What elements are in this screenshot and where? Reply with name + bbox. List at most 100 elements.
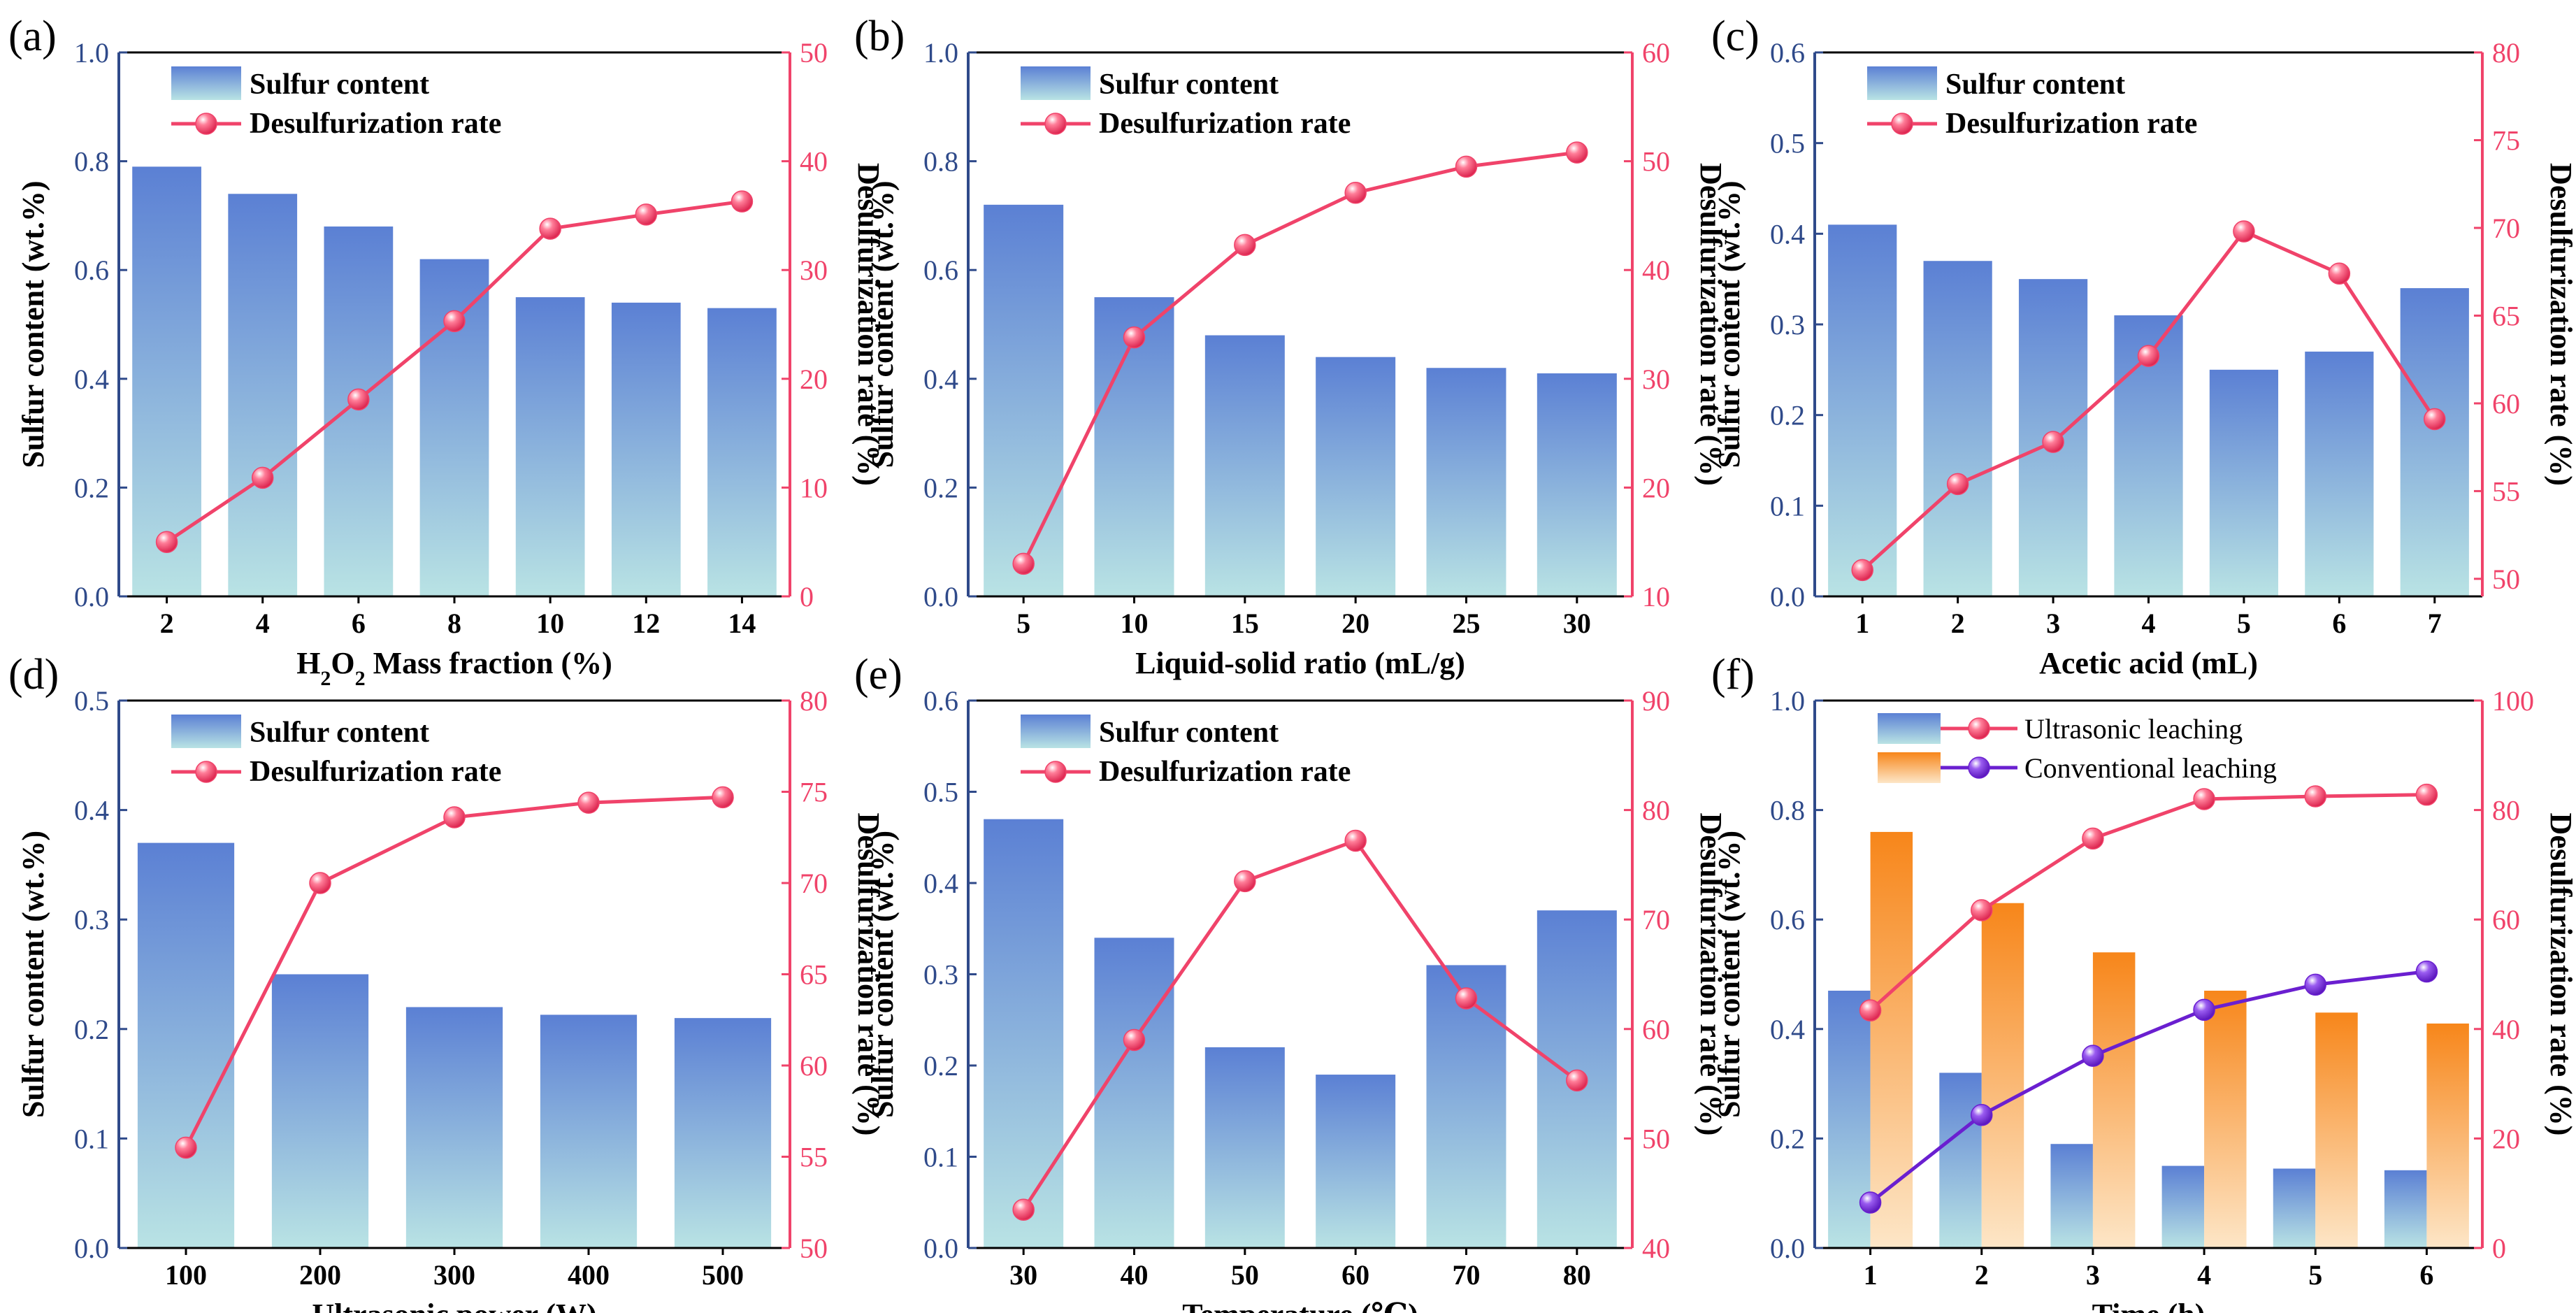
x-tick-label: 7 <box>2428 608 2442 639</box>
bar-sulfur-content <box>1537 373 1617 596</box>
right-tick-label: 60 <box>2492 388 2520 419</box>
marker-desulfurization-rate <box>2042 431 2064 453</box>
bar-sulfur-content <box>707 308 777 596</box>
right-axis-label: Desulfurization rate (%) <box>1694 163 1728 486</box>
bar-sulfur-content <box>324 226 394 597</box>
left-tick-label: 1.0 <box>1770 685 1805 717</box>
bar-sulfur-content <box>2305 351 2374 596</box>
right-tick-label: 60 <box>1642 1014 1670 1045</box>
legend-conventional-marker <box>1968 756 1990 779</box>
marker-desulfurization-rate <box>1123 326 1146 349</box>
marker-desulfurization-rate <box>2415 783 2438 806</box>
bar-conventional-leaching <box>2426 1023 2469 1248</box>
right-tick-label: 55 <box>2492 475 2520 507</box>
x-tick-label: 20 <box>1341 608 1369 639</box>
left-tick-label: 0.5 <box>74 685 109 717</box>
right-tick-label: 30 <box>800 254 828 286</box>
legend-label-ultrasonic-leaching: Ultrasonic leaching <box>2024 713 2243 745</box>
bar-sulfur-content <box>984 204 1064 597</box>
bar-ultrasonic-leaching <box>2161 1165 2205 1248</box>
marker-desulfurization-rate <box>251 466 274 489</box>
right-tick-label: 40 <box>800 146 828 178</box>
right-tick-label: 40 <box>2492 1014 2520 1045</box>
left-tick-label: 0.8 <box>74 146 109 178</box>
x-tick-label: 40 <box>1121 1259 1149 1291</box>
marker-desulfurization-rate <box>1455 155 1478 178</box>
left-tick-label: 1.0 <box>923 37 958 69</box>
right-tick-label: 70 <box>800 868 828 899</box>
right-tick-label: 75 <box>800 777 828 808</box>
x-tick-label: 10 <box>1121 608 1149 639</box>
x-tick-label: 3 <box>2086 1259 2100 1291</box>
marker-desulfurization-rate <box>2082 827 2104 850</box>
bar-sulfur-content <box>1204 1047 1285 1248</box>
x-tick-label: 60 <box>1341 1259 1369 1291</box>
right-tick-label: 40 <box>1642 254 1670 286</box>
left-tick-label: 0.2 <box>1770 1123 1805 1154</box>
x-axis-label: Ultrasonic power (W) <box>312 1298 596 1313</box>
x-tick-label: 200 <box>299 1259 341 1291</box>
right-tick-label: 65 <box>800 959 828 991</box>
x-axis-label-part: 2 <box>320 667 331 690</box>
marker-desulfurization-rate <box>2193 788 2215 810</box>
x-axis-label-part: 2 <box>355 667 366 690</box>
left-tick-label: 0.2 <box>74 1014 109 1045</box>
left-axis-label: Sulfur content (wt.%) <box>16 180 50 468</box>
marker-desulfurization-rate <box>347 388 370 411</box>
x-tick-label: 1 <box>1864 1259 1878 1291</box>
legend-marker-swatch <box>195 761 217 783</box>
x-axis-label: Time (h) <box>2092 1298 2206 1313</box>
legend-marker-swatch <box>1044 113 1067 135</box>
bar-conventional-leaching <box>2092 952 2136 1248</box>
x-tick-label: 25 <box>1453 608 1481 639</box>
legend-bar-swatch <box>1867 66 1937 100</box>
panel-label: (f) <box>1711 651 1755 698</box>
legend-label-desulfurization-rate: Desulfurization rate <box>250 108 501 140</box>
bar-ultrasonic-leaching <box>2273 1168 2316 1248</box>
x-tick-label: 10 <box>536 608 564 639</box>
legend-bar-swatch <box>171 715 241 748</box>
right-tick-label: 50 <box>2492 564 2520 595</box>
right-axis-label: Desulfurization rate (%) <box>851 813 886 1136</box>
panel-1: (a) 0.0 0.2 0.4 0.6 0.8 1.0 0 10 20 30 40 50 2 4 6 8 10 12… <box>8 13 886 690</box>
panel-label: (d) <box>8 651 59 698</box>
left-tick-label: 0.8 <box>923 146 958 178</box>
bar-sulfur-content <box>1316 357 1396 596</box>
legend-label-sulfur-content: Sulfur content <box>250 69 429 101</box>
left-tick-label: 0.1 <box>74 1123 109 1154</box>
legend-marker-swatch <box>1044 761 1067 783</box>
bar-conventional-leaching <box>1870 831 1913 1248</box>
left-tick-label: 0.3 <box>74 904 109 935</box>
x-axis-label-part: O <box>331 646 354 680</box>
bar-sulfur-content <box>1923 261 1992 596</box>
marker-conventional-leaching <box>1971 1103 1993 1126</box>
bar-sulfur-content <box>611 302 681 596</box>
marker-desulfurization-rate <box>1123 1028 1146 1052</box>
x-tick-label: 8 <box>447 608 461 639</box>
marker-desulfurization-rate <box>175 1136 197 1159</box>
left-tick-label: 0.2 <box>923 1050 958 1082</box>
marker-desulfurization-rate <box>1234 870 1256 893</box>
left-tick-label: 0.2 <box>1770 400 1805 431</box>
right-tick-label: 30 <box>1642 364 1670 395</box>
left-tick-label: 0.6 <box>1770 904 1805 935</box>
marker-desulfurization-rate <box>2328 262 2351 285</box>
left-tick-label: 0.4 <box>923 364 958 395</box>
panel-label: (c) <box>1711 13 1760 60</box>
right-tick-label: 80 <box>800 685 828 717</box>
right-tick-label: 10 <box>800 472 828 503</box>
panel-6: (f) 0.0 0.2 0.4 0.6 0.8 1.0 0 20 40 60 80 100 1 2 3 4 5 6 T… <box>1711 651 2576 1313</box>
right-tick-label: 0 <box>800 581 814 612</box>
bar-sulfur-content <box>419 259 489 596</box>
legend-label-desulfurization-rate: Desulfurization rate <box>250 756 501 788</box>
right-tick-label: 20 <box>1642 472 1670 503</box>
left-axis-label: Sulfur content (wt.%) <box>1712 831 1746 1118</box>
left-tick-label: 1.0 <box>74 37 109 69</box>
left-tick-label: 0.4 <box>74 795 109 826</box>
left-tick-label: 0.0 <box>923 581 958 612</box>
marker-conventional-leaching <box>1859 1191 1882 1214</box>
marker-desulfurization-rate <box>1012 1198 1035 1221</box>
bar-sulfur-content <box>1426 368 1506 596</box>
marker-desulfurization-rate <box>309 872 331 894</box>
